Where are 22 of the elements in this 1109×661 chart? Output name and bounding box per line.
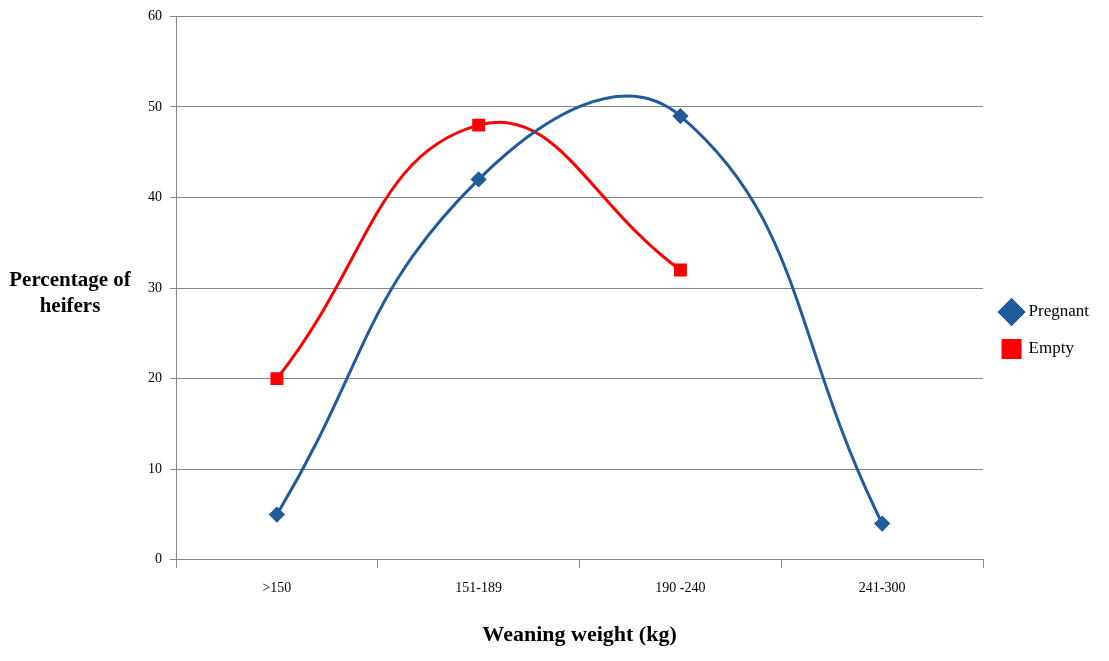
y-tick-label: 20 xyxy=(148,370,162,386)
y-tick-label: 30 xyxy=(148,279,162,295)
x-tick-label: 190 -240 xyxy=(655,579,706,595)
point xyxy=(269,507,285,523)
y-tick-label: 10 xyxy=(148,460,162,476)
x-tick-label: 151-189 xyxy=(455,579,502,595)
point xyxy=(270,372,284,386)
point xyxy=(472,118,486,132)
x-axis-title: Weaning weight (kg) xyxy=(482,621,677,647)
y-tick-label: 50 xyxy=(148,98,162,114)
legend-label: Pregnant xyxy=(1028,301,1090,321)
y-axis-title: Percentage of heifers xyxy=(8,266,132,318)
y-tick-label: 60 xyxy=(148,8,162,24)
y-tick-label: 0 xyxy=(155,551,162,567)
point xyxy=(672,108,688,124)
legend-label: Empty xyxy=(1028,338,1075,358)
point xyxy=(874,516,890,532)
point xyxy=(471,171,487,187)
point xyxy=(673,263,687,277)
x-tick-label: >150 xyxy=(262,579,292,595)
y-tick-label: 40 xyxy=(148,189,162,205)
x-tick-label: 241-300 xyxy=(858,579,906,595)
